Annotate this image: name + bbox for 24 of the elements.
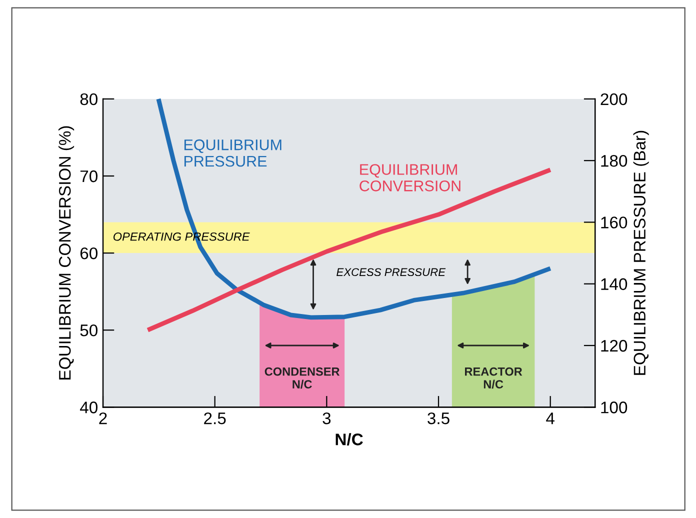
y2-axis-title: EQUILIBRIUM PRESSURE (Bar) [633,130,649,375]
x-axis-title: N/C [336,433,363,446]
y2-tick-label: 200 [600,93,628,106]
x-tick-label: 4 [546,412,554,424]
y2-tick-label: 120 [601,340,628,352]
x-tick-label: 2 [99,412,107,424]
y-tick-label: 70 [80,170,98,182]
x-tick-label: 3.5 [428,412,450,424]
y-tick-label: 40 [80,402,98,414]
series-label: EQUILIBRIUM PRESSURE [184,139,282,167]
band-label: REACTOR N/C [465,367,522,389]
y2-tick-label: 160 [601,216,628,228]
y2-tick-label: 100 [601,402,628,414]
x-tick-label: 3 [322,412,331,424]
y-tick-label: 50 [80,324,98,336]
annotation: EXCESS PRESSURE [336,268,446,276]
y2-tick-label: 180 [601,154,628,167]
y-axis-title: EQUILIBRIUM CONVERSION (%) [58,126,74,380]
band-label: CONDENSER N/C [264,367,340,389]
y2-tick-label: 140 [601,278,628,290]
y-tick-label: 80 [80,93,98,106]
series-label: EQUILIBRIUM CONVERSION [360,164,460,192]
x-tick-label: 2.5 [204,412,226,424]
y-tick-label: 60 [80,247,98,260]
